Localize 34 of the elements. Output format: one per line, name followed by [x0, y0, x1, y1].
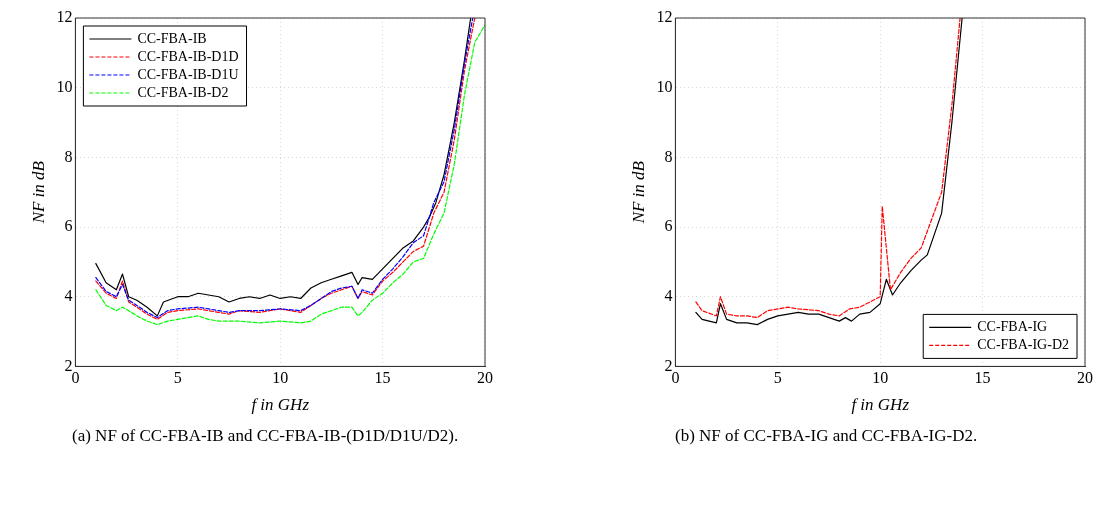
y-tick-label: 8 [64, 147, 73, 165]
y-tick-label: 2 [64, 356, 73, 374]
y-tick-label: 2 [664, 356, 673, 374]
y-tick-label: 4 [664, 286, 673, 304]
x-tick-label: 0 [71, 369, 80, 387]
legend-label: CC-FBA-IB-D1D [137, 48, 239, 64]
legend-label: CC-FBA-IB-D2 [137, 84, 229, 100]
legend-label: CC-FBA-IG-D2 [977, 337, 1069, 353]
x-tick-label: 10 [872, 369, 889, 387]
y-tick-label: 10 [656, 77, 673, 95]
y-axis-title: NF in dB [28, 160, 48, 225]
x-tick-label: 0 [671, 369, 680, 387]
legend-label: CC-FBA-IB [137, 30, 207, 46]
x-tick-label: 15 [374, 369, 391, 387]
y-tick-label: 6 [64, 217, 73, 235]
y-tick-label: 6 [664, 217, 673, 235]
y-tick-label: 12 [56, 8, 73, 26]
y-axis-title: NF in dB [628, 160, 648, 225]
legend-label: CC-FBA-IB-D1U [137, 66, 239, 82]
text: (a) NF of CC-FBA-IB and CC-FBA-IB-(D1D/D1U/D2). [72, 425, 460, 447]
y-tick-label: 8 [664, 147, 673, 165]
x-tick-label: 5 [773, 369, 782, 387]
x-tick-label: 5 [173, 369, 182, 387]
x-axis-title: f in GHz [251, 395, 310, 415]
y-tick-label: 10 [56, 77, 73, 95]
x-axis-title: f in GHz [851, 395, 910, 415]
text: (b) NF of CC-FBA-IG and CC-FBA-IG-D2. [675, 425, 979, 447]
y-tick-label: 12 [656, 8, 673, 26]
x-tick-label: 20 [1077, 369, 1093, 387]
legend-label: CC-FBA-IG [977, 319, 1048, 335]
x-tick-label: 15 [974, 369, 991, 387]
y-tick-label: 4 [64, 286, 73, 304]
x-tick-label: 20 [477, 369, 493, 387]
x-tick-label: 10 [272, 369, 289, 387]
